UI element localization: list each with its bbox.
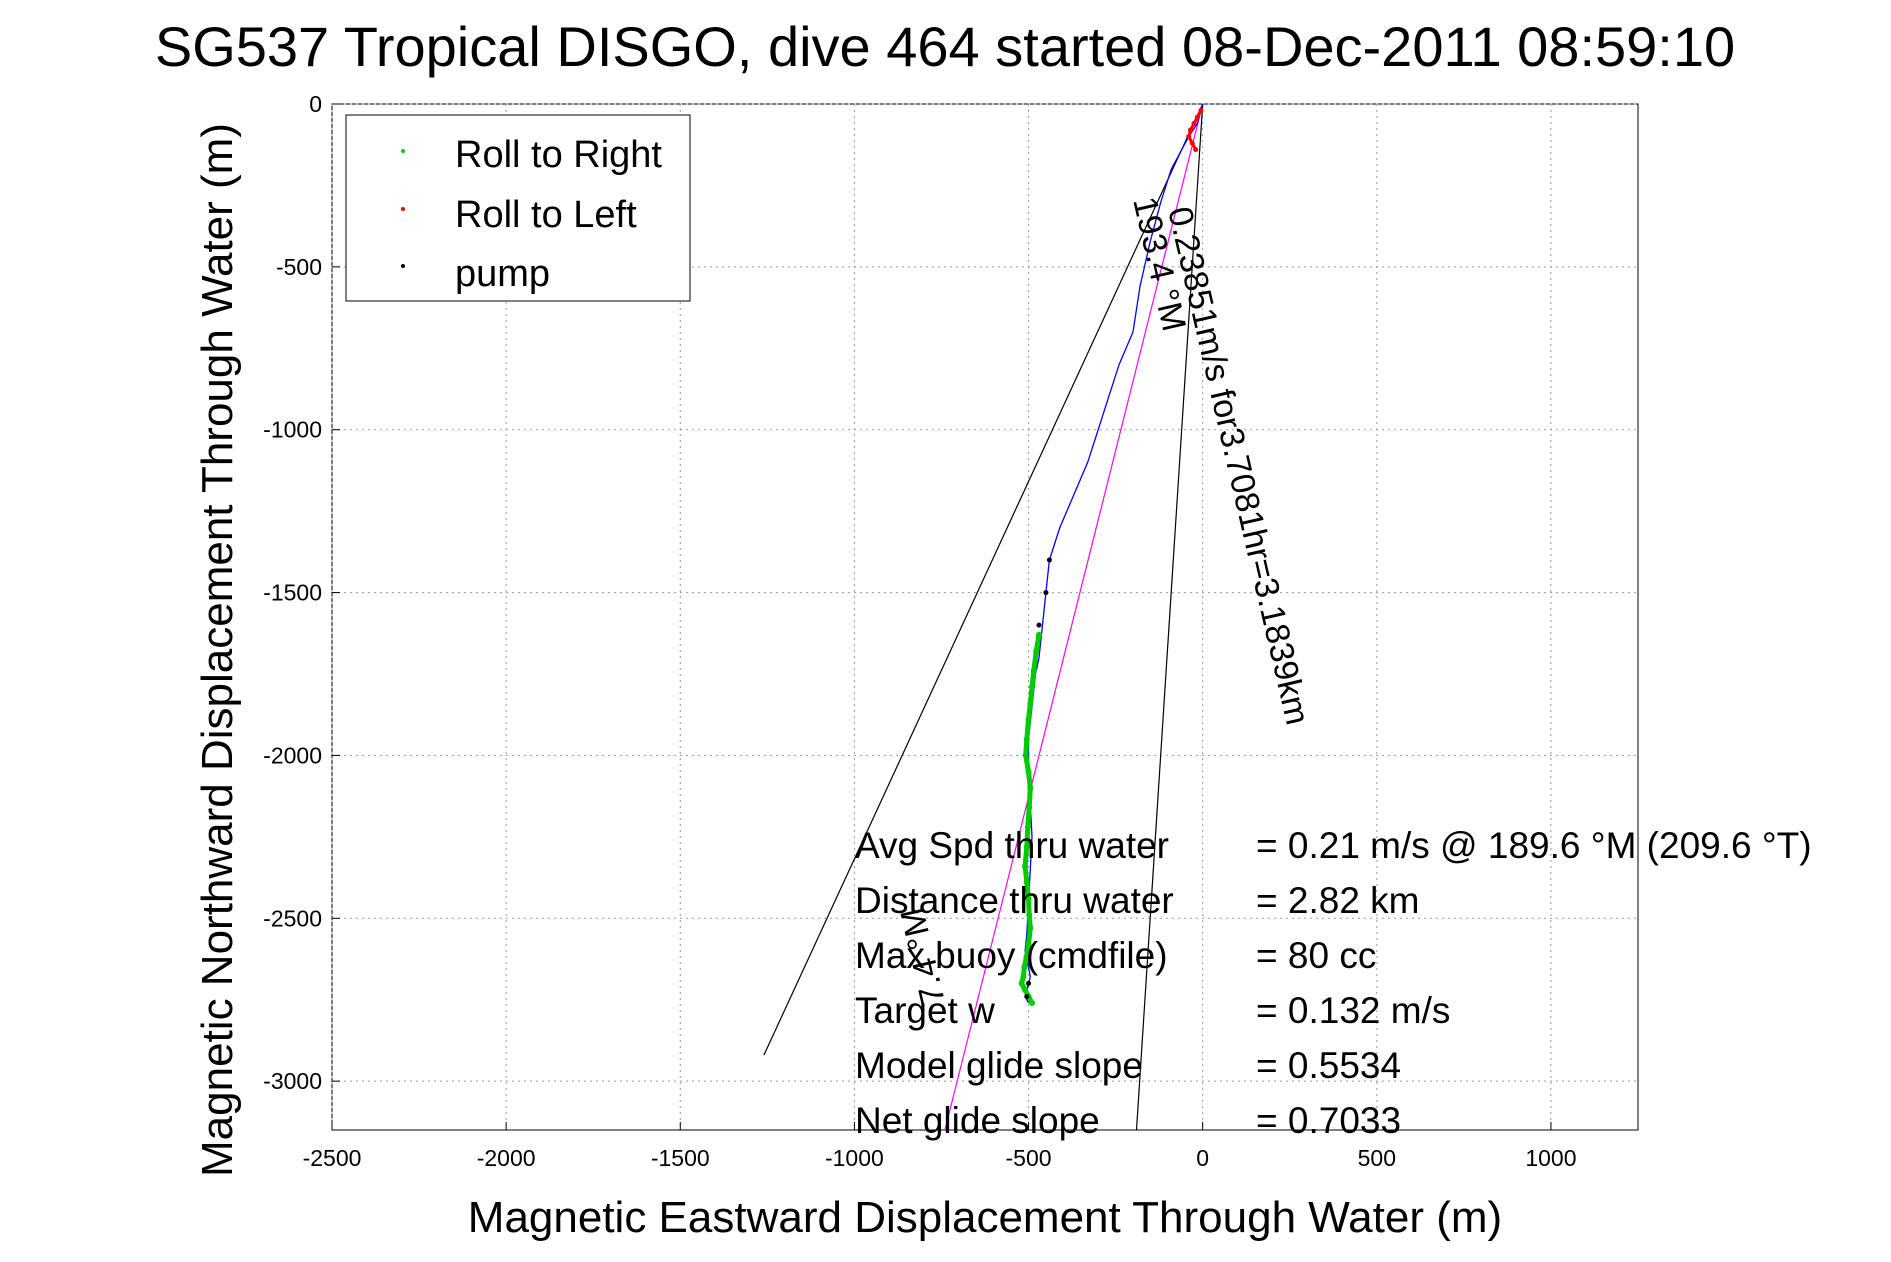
y-tick-labels: 0 -500 -1000 -1500 -2000 -2500 -3000 — [263, 91, 322, 1094]
course-line — [944, 103, 1204, 1131]
cone-edge-line — [1135, 103, 1204, 1131]
y-tick-label: -3000 — [263, 1068, 322, 1094]
cone-lines — [763, 103, 1204, 1131]
legend-label-roll-right: Roll to Right — [455, 134, 662, 176]
legend: Roll to Right Roll to Left pump — [345, 114, 691, 302]
roll-right-point — [1022, 863, 1029, 870]
stats-label: Target w — [855, 990, 995, 1031]
roll-right-point — [1026, 912, 1033, 919]
roll-right-point — [1029, 684, 1036, 691]
roll-right-point — [1027, 785, 1034, 791]
legend-label-roll-left: Roll to Left — [455, 194, 637, 236]
roll-left-point — [1187, 127, 1193, 133]
pump-point — [1046, 557, 1052, 563]
stats-label: Model glide slope — [855, 1045, 1143, 1086]
stats-value: = 0.132 m/s — [1256, 990, 1450, 1031]
stats-value: = 2.82 km — [1256, 880, 1420, 921]
roll-right-point — [1025, 895, 1032, 902]
roll-right-point — [1022, 752, 1029, 759]
roll-right-point — [1025, 768, 1032, 775]
roll-right-point — [1027, 925, 1034, 932]
roll-left-point — [1191, 121, 1197, 127]
pump-point — [1026, 980, 1032, 986]
roll-right-point — [1023, 879, 1030, 886]
roll-right-point — [1029, 999, 1036, 1006]
roll-right-point — [1023, 736, 1030, 743]
x-tick-label: -1500 — [651, 1145, 710, 1171]
stats-value: = 80 cc — [1256, 935, 1376, 976]
pump-point — [1024, 993, 1030, 999]
legend-marker-roll-right — [401, 149, 405, 153]
y-axis-label: Magnetic Northward Displacement Through … — [193, 123, 242, 1177]
cone-edge-line — [763, 103, 1204, 1056]
pump-point — [1036, 622, 1042, 628]
x-tick-labels: -2500 -2000 -1500 -1000 -500 0 500 1000 — [303, 1145, 1577, 1171]
roll-right-point — [1026, 804, 1033, 811]
legend-marker-pump — [401, 264, 405, 268]
roll-right-point — [1020, 973, 1027, 980]
stats-label: Net glide slope — [855, 1100, 1100, 1141]
y-tick-label: -2000 — [263, 742, 322, 768]
y-tick-label: -1500 — [263, 580, 322, 606]
x-tick-label: -500 — [1006, 1145, 1052, 1171]
marker-points — [1018, 108, 1204, 1006]
stats-value: = 0.7033 — [1256, 1100, 1401, 1141]
roll-right-point — [1035, 631, 1042, 638]
x-axis-label: Magnetic Eastward Displacement Through W… — [468, 1193, 1502, 1242]
x-tick-label: 1000 — [1525, 1145, 1576, 1171]
roll-right-point — [1027, 700, 1034, 707]
x-tick-label: -1000 — [825, 1145, 884, 1171]
legend-marker-roll-left — [401, 207, 405, 211]
y-tick-label: -500 — [276, 254, 322, 280]
roll-left-point — [1186, 134, 1192, 140]
stats-label: Max buoy (cmdfile) — [855, 935, 1168, 976]
stats-block: Avg Spd thru water = 0.21 m/s @ 189.6 °M … — [855, 825, 1812, 1141]
roll-left-point — [1193, 147, 1199, 153]
roll-right-point — [1018, 980, 1025, 987]
roll-right-point — [1024, 824, 1031, 831]
roll-right-point — [1025, 716, 1032, 723]
stats-label: Avg Spd thru water — [855, 825, 1169, 866]
legend-label-pump: pump — [455, 253, 550, 295]
x-tick-label: 0 — [1196, 1145, 1209, 1171]
roll-left-point — [1189, 140, 1195, 146]
stats-label: Distance thru water — [855, 880, 1174, 921]
x-tick-label: 500 — [1358, 1145, 1396, 1171]
roll-right-point — [1023, 954, 1030, 961]
roll-left-point — [1194, 114, 1200, 120]
pump-point — [1043, 590, 1049, 596]
roll-right-point — [1033, 648, 1040, 655]
y-tick-label: 0 — [309, 91, 322, 117]
roll-right-point — [1030, 667, 1037, 674]
roll-right-point — [1021, 964, 1028, 971]
roll-right-point — [1025, 941, 1032, 948]
x-tick-label: -2500 — [303, 1145, 362, 1171]
y-tick-label: -2500 — [263, 905, 322, 931]
roll-right-point — [1022, 986, 1029, 993]
y-tick-label: -1000 — [263, 417, 322, 443]
roll-right-point — [1023, 843, 1030, 850]
stats-value: = 0.21 m/s @ 189.6 °M (209.6 °T) — [1256, 825, 1812, 866]
chart-title: SG537 Tropical DISGO, dive 464 started 0… — [155, 15, 1735, 78]
roll-left-point — [1198, 108, 1204, 114]
x-tick-label: -2000 — [477, 1145, 536, 1171]
stats-value: = 0.5534 — [1256, 1045, 1401, 1086]
course-line-path — [944, 103, 1204, 1131]
